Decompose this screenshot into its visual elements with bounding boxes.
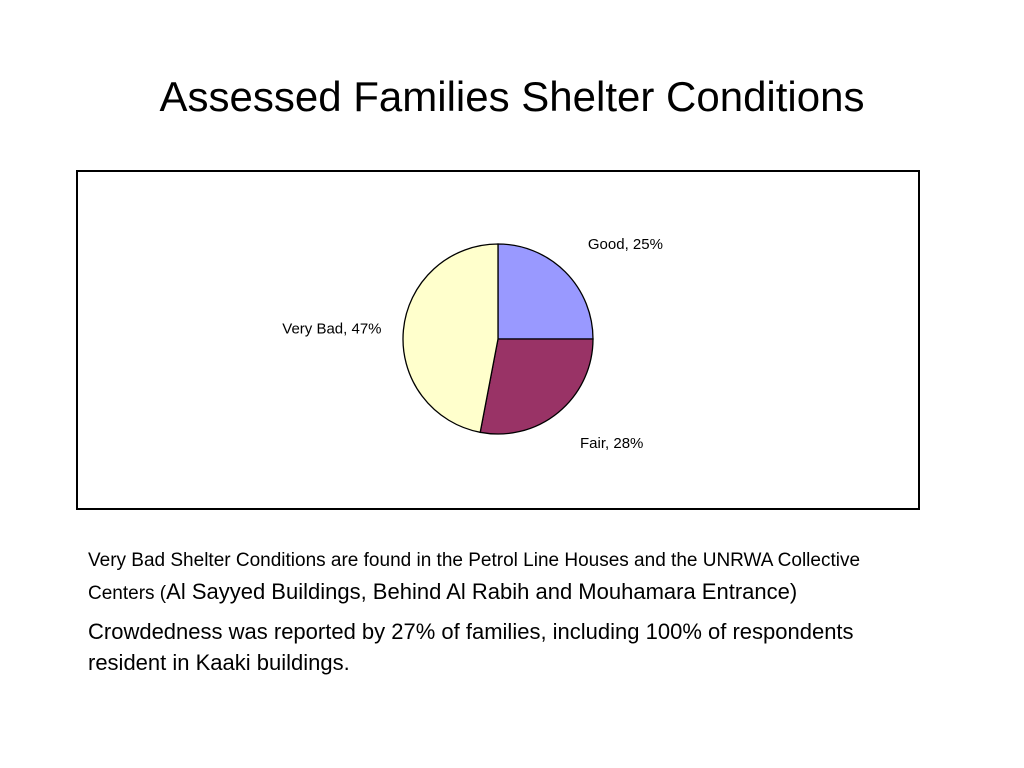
pie-label-fair: Fair, 28% <box>580 435 643 452</box>
note-1-part-a: Very Bad Shelter Conditions are found in… <box>88 550 861 604</box>
note-paragraph-2: Crowdedness was reported by 27% of famil… <box>88 619 854 675</box>
note-paragraph-1: Very Bad Shelter Conditions are found in… <box>88 543 888 609</box>
pie-slice-fair <box>479 338 594 435</box>
pie-label-good: Good, 25% <box>588 236 663 253</box>
notes-text: Very Bad Shelter Conditions are found in… <box>88 543 888 685</box>
pie-slice-good <box>497 243 594 340</box>
pie-labels: Good, 25% Fair, 28% Very Bad, 47% <box>282 236 663 452</box>
pie-slice-very-bad <box>402 243 499 434</box>
pie-slices <box>402 243 594 435</box>
pie-label-very-bad: Very Bad, 47% <box>282 320 381 337</box>
pie-chart: Good, 25% Fair, 28% Very Bad, 47% <box>282 236 663 452</box>
note-1-part-b: Al Sayyed Buildings, Behind Al Rabih and… <box>166 579 798 604</box>
slide-title: Assessed Families Shelter Conditions <box>159 73 865 120</box>
chart-frame: Good, 25% Fair, 28% Very Bad, 47% <box>76 170 920 510</box>
